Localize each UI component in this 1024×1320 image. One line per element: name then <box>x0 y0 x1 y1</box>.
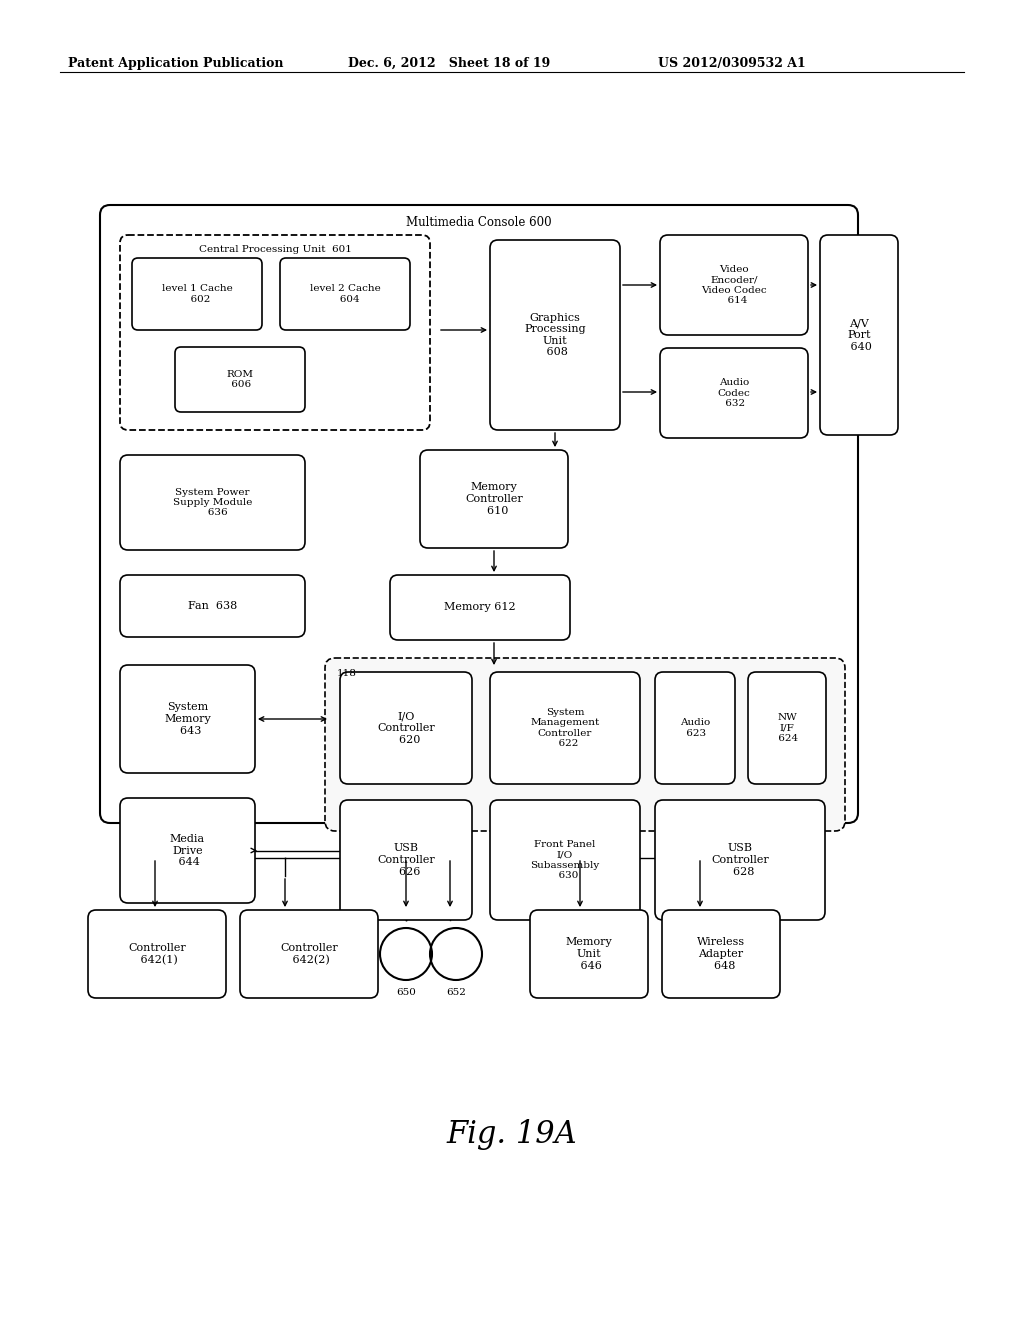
Text: Patent Application Publication: Patent Application Publication <box>68 57 284 70</box>
FancyBboxPatch shape <box>88 909 226 998</box>
FancyBboxPatch shape <box>490 240 620 430</box>
FancyBboxPatch shape <box>120 455 305 550</box>
Text: Memory 612: Memory 612 <box>444 602 516 612</box>
FancyBboxPatch shape <box>530 909 648 998</box>
FancyBboxPatch shape <box>120 799 255 903</box>
Text: 650: 650 <box>396 987 416 997</box>
Text: Fan  638: Fan 638 <box>187 601 238 611</box>
Text: Audio
 623: Audio 623 <box>680 718 710 738</box>
Text: Fig. 19A: Fig. 19A <box>446 1119 578 1151</box>
FancyBboxPatch shape <box>662 909 780 998</box>
FancyBboxPatch shape <box>100 205 858 822</box>
Text: 118: 118 <box>337 669 357 678</box>
FancyBboxPatch shape <box>240 909 378 998</box>
Text: I/O
Controller
  620: I/O Controller 620 <box>377 711 435 744</box>
Text: ROM
 606: ROM 606 <box>226 370 254 389</box>
Text: Graphics
Processing
Unit
 608: Graphics Processing Unit 608 <box>524 313 586 358</box>
FancyBboxPatch shape <box>325 657 845 832</box>
Text: level 1 Cache
  602: level 1 Cache 602 <box>162 284 232 304</box>
Text: level 2 Cache
   604: level 2 Cache 604 <box>309 284 380 304</box>
Text: Memory
Unit
 646: Memory Unit 646 <box>565 937 612 970</box>
Text: USB
Controller
  628: USB Controller 628 <box>711 843 769 876</box>
Text: Central Processing Unit  601: Central Processing Unit 601 <box>199 244 351 253</box>
Text: Front Panel
I/O
Subassembly
  630: Front Panel I/O Subassembly 630 <box>530 840 600 880</box>
Text: Controller
 642(1): Controller 642(1) <box>128 942 186 965</box>
Text: Wireless
Adapter
  648: Wireless Adapter 648 <box>697 937 745 970</box>
FancyBboxPatch shape <box>655 672 735 784</box>
FancyBboxPatch shape <box>660 235 808 335</box>
Text: Media
Drive
 644: Media Drive 644 <box>170 834 205 867</box>
FancyBboxPatch shape <box>120 576 305 638</box>
FancyBboxPatch shape <box>390 576 570 640</box>
Text: Controller
 642(2): Controller 642(2) <box>281 942 338 965</box>
FancyBboxPatch shape <box>660 348 808 438</box>
FancyBboxPatch shape <box>280 257 410 330</box>
FancyBboxPatch shape <box>490 800 640 920</box>
FancyBboxPatch shape <box>175 347 305 412</box>
FancyBboxPatch shape <box>120 235 430 430</box>
Text: 652: 652 <box>446 987 466 997</box>
FancyBboxPatch shape <box>132 257 262 330</box>
Text: System
Memory
  643: System Memory 643 <box>164 702 211 735</box>
Text: System
Management
Controller
  622: System Management Controller 622 <box>530 708 600 748</box>
Text: Memory
Controller
  610: Memory Controller 610 <box>465 482 523 516</box>
Text: A/V
Port
 640: A/V Port 640 <box>847 318 871 351</box>
FancyBboxPatch shape <box>748 672 826 784</box>
Text: US 2012/0309532 A1: US 2012/0309532 A1 <box>658 57 806 70</box>
Text: USB
Controller
  626: USB Controller 626 <box>377 843 435 876</box>
FancyBboxPatch shape <box>120 665 255 774</box>
Text: NW
I/F
 624: NW I/F 624 <box>775 713 799 743</box>
FancyBboxPatch shape <box>820 235 898 436</box>
FancyBboxPatch shape <box>420 450 568 548</box>
FancyBboxPatch shape <box>655 800 825 920</box>
Text: Audio
Codec
 632: Audio Codec 632 <box>718 378 751 408</box>
FancyBboxPatch shape <box>340 800 472 920</box>
FancyBboxPatch shape <box>490 672 640 784</box>
Text: System Power
Supply Module
   636: System Power Supply Module 636 <box>173 487 252 517</box>
Text: Multimedia Console 600: Multimedia Console 600 <box>407 216 552 230</box>
Text: Video
Encoder/
Video Codec
  614: Video Encoder/ Video Codec 614 <box>701 265 767 305</box>
FancyBboxPatch shape <box>340 672 472 784</box>
Text: Dec. 6, 2012   Sheet 18 of 19: Dec. 6, 2012 Sheet 18 of 19 <box>348 57 550 70</box>
